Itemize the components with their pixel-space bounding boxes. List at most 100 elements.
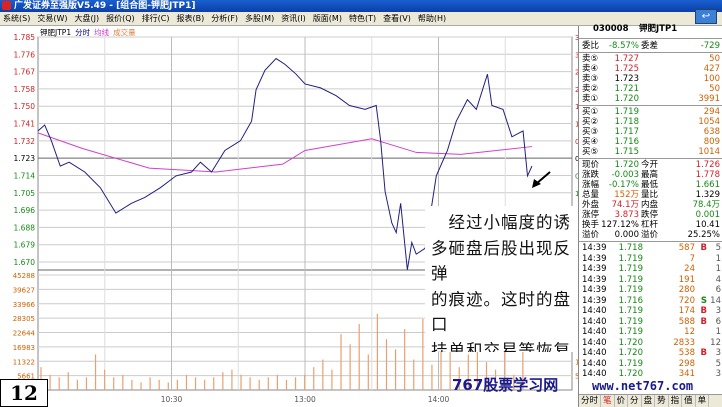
time-tick: 14:00 — [428, 395, 450, 404]
quote-panel: 030008 钾肥JTP1 委比 -8.57% 委差 -729 卖⑤ 1.727 50 卖④ 1.7… — [578, 24, 722, 407]
value: 0.000 — [614, 230, 639, 240]
tick-price: 1.719 — [618, 264, 643, 274]
tick-count: 1 — [715, 253, 721, 264]
return-button[interactable]: ↩ — [695, 9, 717, 24]
volume: 1014 — [698, 147, 720, 157]
panel-tab[interactable]: 价 — [615, 395, 629, 407]
tick-volume: 588 — [678, 316, 695, 327]
tick-time: 14:39 — [582, 253, 607, 264]
tick-row: 14:39 1.719 280 6 — [579, 285, 722, 295]
panel-tab[interactable]: 盘 — [642, 395, 656, 407]
price: 1.725 — [614, 64, 639, 74]
chart-legend: 钾肥JTP1 分时 均线 成交量 — [40, 27, 136, 37]
label: 买① — [582, 107, 599, 117]
volume: 427 — [703, 64, 720, 74]
menu-item[interactable]: 交易(W) — [37, 14, 68, 23]
volume: 809 — [703, 137, 720, 147]
label: 最低 — [641, 180, 659, 190]
tick-volume: 12 — [684, 327, 695, 337]
sell-level-row: 卖① 1.720 3991 — [579, 94, 722, 104]
price: 1.719 — [614, 107, 639, 117]
menu-item[interactable]: 版面(M) — [312, 14, 342, 23]
panel-tab[interactable]: 笔 — [601, 395, 615, 407]
panel-tab[interactable]: 指 — [669, 395, 683, 407]
label: 最高 — [641, 170, 659, 180]
tick-time: 14:40 — [582, 306, 607, 316]
value: 3.873 — [614, 210, 639, 220]
label: 卖③ — [582, 74, 599, 84]
menu-item[interactable]: 系统(S) — [3, 14, 31, 23]
price-tick: 1.785 — [14, 33, 36, 42]
tick-time: 14:40 — [582, 358, 607, 369]
menu-item[interactable]: 特色(T) — [348, 14, 377, 23]
tick-count: 6 — [715, 285, 721, 295]
tick-price: 1.719 — [618, 253, 643, 264]
menu-item[interactable]: 报价(Q) — [106, 14, 135, 23]
divider — [579, 158, 722, 159]
tick-row: 14:39 1.719 24 1 — [579, 264, 722, 274]
menu-item[interactable]: 资讯(I) — [281, 14, 306, 23]
tick-row: 14:40 1.719 588 B 6 — [579, 317, 722, 327]
tick-volume: 341 — [678, 369, 695, 379]
panel-tab[interactable]: 单 — [696, 395, 710, 407]
price-tick: 1.732 — [14, 137, 36, 146]
label: 总量 — [582, 190, 600, 200]
menu-item[interactable]: 查看(V) — [383, 14, 411, 23]
label: 涨幅 — [582, 180, 600, 190]
percent-tick: 2.57% — [575, 69, 578, 77]
annotation-line: 挂单和交易等恢复正 — [431, 340, 571, 353]
buy-level-row: 买⑤ 1.715 1014 — [579, 147, 722, 157]
panel-tab[interactable]: 分 — [628, 395, 642, 407]
annotation-line: 多砸盘后股出现反弹 — [431, 238, 571, 284]
value: -8.57% — [608, 41, 639, 51]
label: 溢价 — [582, 230, 600, 240]
panel-tab[interactable]: 值 — [682, 395, 696, 407]
tick-price: 1.720 — [618, 369, 643, 379]
volume-tick: 28305 — [13, 315, 35, 323]
title-bar: 广发证券至强版V5.49 - [组合图-钾肥JTP1] — [0, 0, 722, 12]
tick-time: 14:39 — [582, 243, 607, 253]
tick-row: 14:39 1.719 191 4 — [579, 275, 722, 285]
value: -729 — [700, 41, 720, 51]
label: 买② — [582, 117, 599, 127]
price: 1.715 — [614, 147, 639, 157]
tick-count: 3 — [715, 348, 721, 358]
tick-direction: B — [700, 316, 707, 327]
tick-row: 14:40 1.720 538 B 3 — [579, 348, 722, 358]
stat-row: 外盘 74.1万 内盘 78.4万 — [579, 200, 722, 210]
tick-price: 1.719 — [618, 274, 643, 285]
menu-item[interactable]: 排行(C) — [141, 14, 170, 23]
tick-volume: 174 — [678, 306, 695, 316]
percent-tick: 1.03% — [575, 190, 578, 198]
menu-item[interactable]: 分析(F) — [211, 14, 239, 23]
divider — [579, 52, 722, 53]
menu-item[interactable]: 帮助(H) — [417, 14, 447, 23]
buy-level-row: 买② 1.718 1054 — [579, 117, 722, 127]
tick-price: 1.719 — [618, 285, 643, 295]
percent-tick: 1.03% — [575, 121, 578, 129]
menu-item[interactable]: 多股(M) — [245, 14, 275, 23]
buy-level-row: 买③ 1.717 638 — [579, 127, 722, 137]
divider — [579, 241, 722, 242]
time-tick: 10:30 — [161, 395, 183, 404]
menu-bar: 系统(S) 交易(W) 大盘(J) 报价(Q) 排行(C) 报表(B) 分析(F) 多股(M)… — [0, 12, 722, 26]
menu-item[interactable]: 大盘(J) — [74, 14, 100, 23]
panel-tab[interactable]: 势 — [655, 395, 669, 407]
price: 1.718 — [614, 117, 639, 127]
figure-number: 12 — [0, 379, 48, 407]
percent-tick: 0.00% — [575, 155, 578, 163]
tick-time: 14:40 — [582, 369, 607, 379]
tick-count: 3 — [715, 306, 721, 316]
value: 127.12% — [601, 220, 639, 230]
label: 外盘 — [582, 200, 600, 210]
volume-tick: 39627 — [13, 286, 35, 294]
volume: 1054 — [698, 117, 720, 127]
stat-row: 涨停 3.873 跌停 0.001 — [579, 210, 722, 220]
price-tick: 1.758 — [14, 85, 36, 94]
menu-item[interactable]: 报表(B) — [176, 14, 205, 23]
tick-count: 1 — [715, 264, 721, 274]
label: 卖② — [582, 84, 599, 94]
panel-tab[interactable]: 分时 — [579, 395, 602, 407]
percent-tick: 2.06% — [575, 86, 578, 94]
